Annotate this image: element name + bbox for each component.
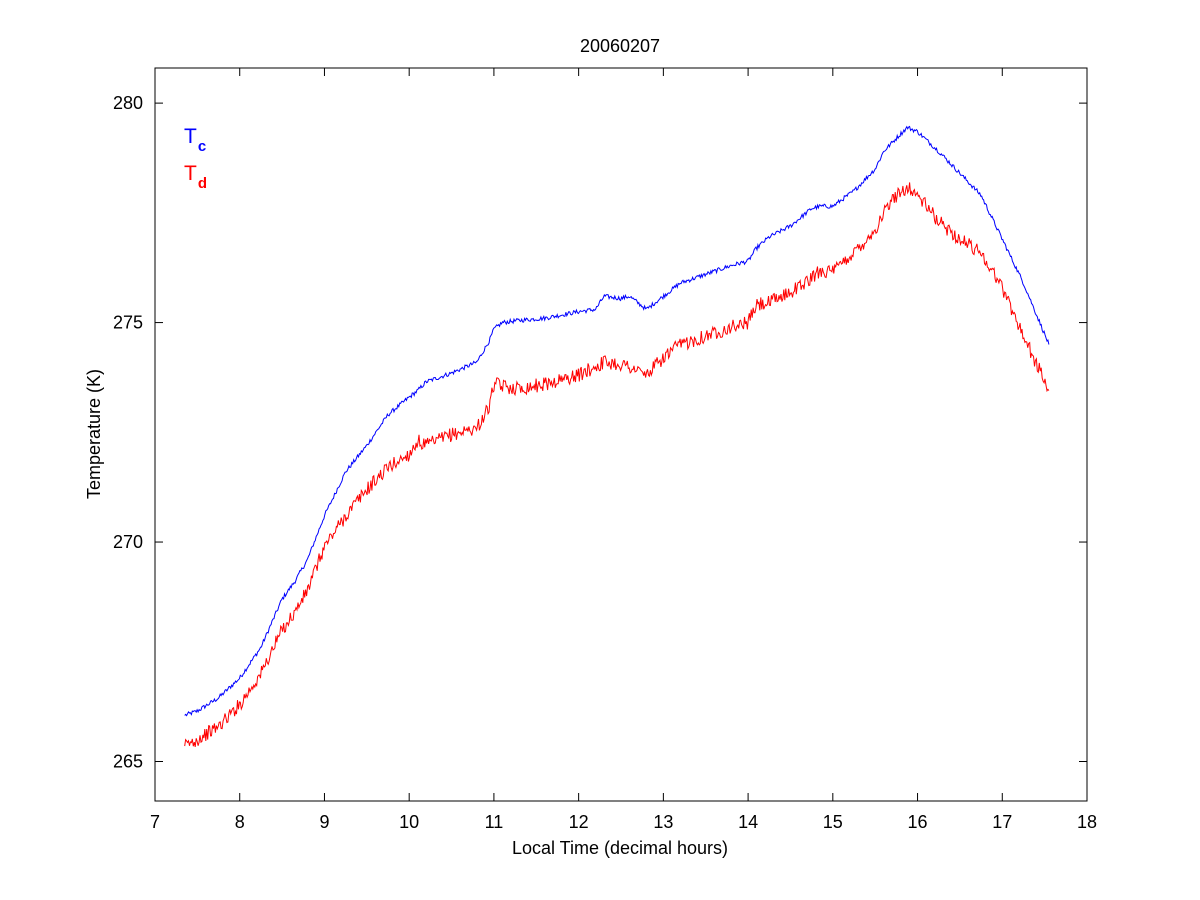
x-tick-label: 7 — [150, 812, 160, 832]
legend-entry: Tc — [184, 125, 206, 155]
y-tick-label: 275 — [113, 313, 143, 333]
y-tick-label: 270 — [113, 532, 143, 552]
x-axis-label: Local Time (decimal hours) — [512, 838, 728, 858]
x-tick-label: 11 — [485, 812, 504, 832]
legend: Tc Td — [184, 125, 207, 192]
x-tick-label: 18 — [1077, 812, 1097, 832]
plot-area — [155, 68, 1087, 801]
x-tick-label: 10 — [399, 812, 419, 832]
legend-entry: Td — [184, 162, 207, 192]
x-tick-label: 14 — [738, 812, 758, 832]
y-axis-label: Temperature (K) — [84, 369, 104, 499]
x-tick-label: 8 — [235, 812, 245, 832]
x-tick-label: 13 — [653, 812, 673, 832]
x-tick-label: 12 — [569, 812, 589, 832]
series-line-tc — [184, 125, 1050, 717]
y-tick-label: 280 — [113, 93, 143, 113]
x-tick-label: 9 — [319, 812, 329, 832]
x-axis-ticks: 7 8 9 10 11 12 13 14 15 16 17 18 — [150, 68, 1097, 832]
x-tick-label: 16 — [908, 812, 928, 832]
x-tick-label: 17 — [992, 812, 1012, 832]
series-layer — [184, 125, 1050, 747]
axes-box — [154, 67, 1088, 802]
y-axis-ticks: 265 270 275 280 — [113, 93, 1087, 771]
chart-title: 20060207 — [580, 36, 660, 56]
x-tick-label: 15 — [823, 812, 843, 832]
y-tick-label: 265 — [113, 751, 143, 771]
series-line-td — [184, 182, 1050, 747]
